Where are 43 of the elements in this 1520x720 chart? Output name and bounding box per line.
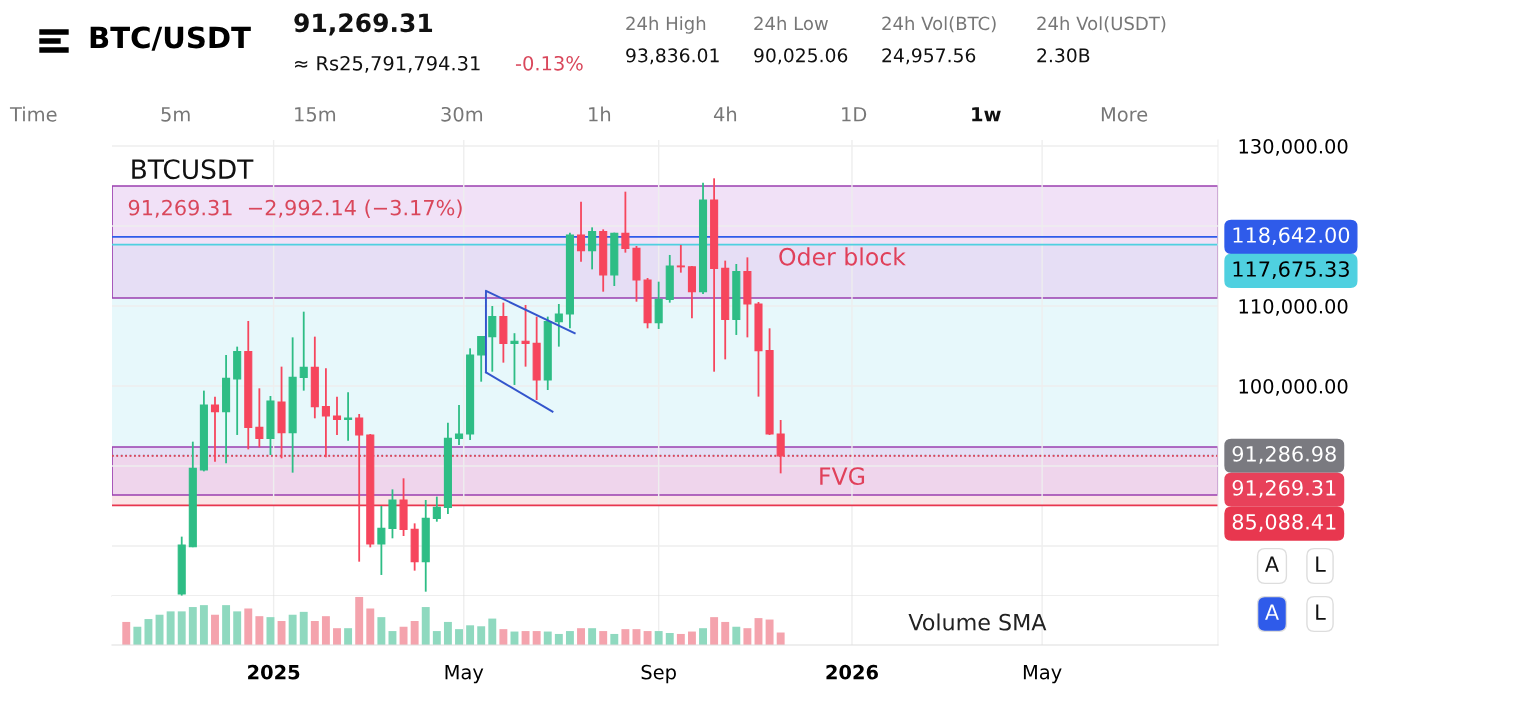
x-tick-label: 2026 <box>826 664 878 680</box>
text: 90,025.06 <box>754 48 848 65</box>
text: More <box>1101 107 1148 122</box>
text: -0.13% <box>515 55 583 71</box>
text: 1w <box>972 107 1001 122</box>
text: 91,269.31 −2,992.14 (−3.17%) <box>128 199 462 218</box>
text: 24h Vol(BTC) <box>882 16 996 33</box>
ref-line-label: 91,286.98 <box>1232 445 1336 464</box>
ref-line-label: 85,088.41 <box>1232 513 1336 532</box>
x-tick-label: May <box>445 665 484 684</box>
text: 30m <box>441 106 483 122</box>
text: 24h High <box>626 16 706 34</box>
ref-line-label: 117,675.33 <box>1233 261 1349 280</box>
text: L <box>1316 556 1326 572</box>
text: 93,836.01 <box>626 48 719 65</box>
band-label: Oder block <box>779 247 906 266</box>
y-tick-label: 130,000.00 <box>1239 138 1348 156</box>
text: 24h Low <box>754 16 828 31</box>
band-label: FVG <box>820 467 865 486</box>
text: 15m <box>295 107 336 122</box>
text: Time <box>9 106 57 122</box>
text: 1h <box>589 106 611 122</box>
x-tick-label: Sep <box>641 664 676 684</box>
text: 24h Vol(USDT) <box>1037 16 1166 33</box>
text: L <box>1316 604 1326 620</box>
text: 1D <box>842 107 867 122</box>
text: 91,269.31 <box>294 13 433 36</box>
x-tick-label: 2025 <box>248 664 300 680</box>
text: BTCUSDT <box>132 159 254 180</box>
text: BTC/USDT <box>90 26 251 51</box>
text: ≈ Rs25,791,794.31 <box>295 55 480 73</box>
y-tick-label: 100,000.00 <box>1239 378 1348 396</box>
text: A <box>1265 556 1279 572</box>
x-tick-label: May <box>1023 665 1062 684</box>
text: A <box>1265 604 1279 620</box>
text: 4h <box>713 106 737 122</box>
y-tick-label: 110,000.00 <box>1239 298 1348 316</box>
ref-line-label: 118,642.00 <box>1233 227 1350 246</box>
text: 24,957.56 <box>882 48 976 65</box>
annotation: Volume SMA <box>908 613 1047 631</box>
ref-line-label: 91,269.31 <box>1232 479 1336 498</box>
text: 2.30B <box>1037 48 1090 63</box>
text: 5m <box>161 107 190 122</box>
